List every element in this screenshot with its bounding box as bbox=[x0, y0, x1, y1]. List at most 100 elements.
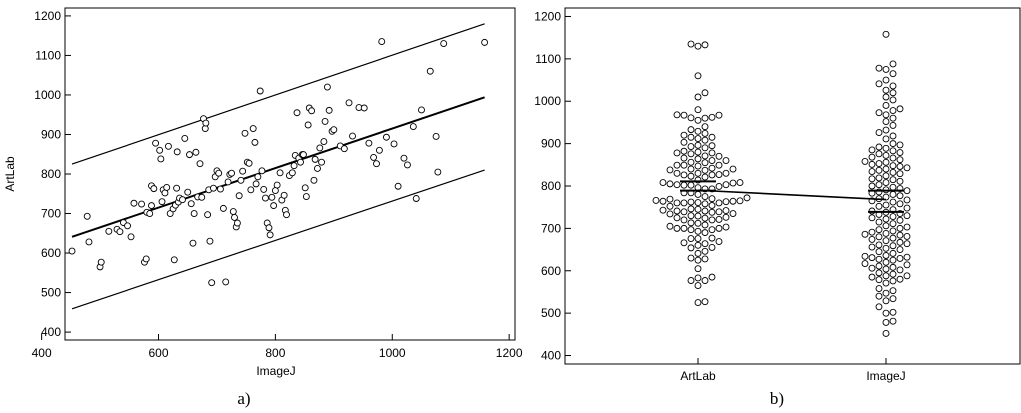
data-point bbox=[896, 216, 904, 224]
data-point bbox=[889, 242, 897, 250]
regression-line-fit bbox=[71, 96, 485, 238]
y-tick-label-b: 800 bbox=[541, 179, 561, 193]
data-point bbox=[889, 249, 897, 257]
data-point bbox=[105, 227, 113, 235]
data-point bbox=[156, 146, 164, 154]
data-point bbox=[868, 153, 876, 161]
data-point bbox=[673, 169, 681, 177]
data-point bbox=[694, 42, 702, 50]
data-point bbox=[666, 222, 674, 230]
data-point bbox=[882, 319, 890, 326]
data-point bbox=[708, 216, 716, 224]
data-point bbox=[97, 258, 105, 266]
data-point bbox=[340, 145, 348, 153]
data-point bbox=[164, 142, 172, 150]
data-point bbox=[875, 166, 883, 174]
data-point bbox=[875, 285, 883, 293]
data-point bbox=[256, 87, 264, 95]
data-point bbox=[680, 131, 688, 139]
data-point bbox=[889, 114, 897, 122]
data-point bbox=[680, 154, 688, 162]
data-point bbox=[708, 149, 716, 157]
panel-label-b: b) bbox=[770, 389, 784, 408]
data-point bbox=[215, 169, 223, 177]
data-point bbox=[882, 111, 890, 119]
data-point bbox=[673, 207, 681, 215]
data-point bbox=[127, 233, 135, 241]
data-point bbox=[680, 171, 688, 179]
data-point bbox=[715, 208, 723, 216]
data-point bbox=[868, 235, 876, 243]
data-point bbox=[345, 99, 353, 107]
data-point bbox=[882, 279, 890, 287]
data-point bbox=[239, 167, 247, 175]
data-point bbox=[896, 275, 904, 283]
data-point bbox=[889, 287, 897, 295]
data-point bbox=[701, 247, 709, 255]
data-point bbox=[903, 223, 911, 231]
data-point bbox=[245, 159, 253, 167]
data-point bbox=[903, 272, 911, 280]
data-point bbox=[409, 123, 417, 131]
data-point bbox=[694, 93, 702, 101]
data-point bbox=[297, 158, 304, 166]
data-point bbox=[701, 277, 709, 284]
data-point bbox=[673, 111, 681, 119]
data-point bbox=[694, 274, 702, 282]
data-point bbox=[258, 167, 266, 175]
data-point bbox=[310, 176, 318, 184]
data-point bbox=[434, 168, 442, 176]
data-point bbox=[260, 185, 268, 193]
data-point bbox=[266, 231, 274, 239]
data-point bbox=[694, 191, 702, 198]
data-point bbox=[882, 86, 890, 94]
data-point bbox=[715, 216, 723, 223]
y-tick-label-a: 400 bbox=[41, 325, 61, 339]
data-point bbox=[157, 155, 165, 163]
data-point bbox=[224, 178, 232, 186]
data-point bbox=[138, 200, 146, 208]
data-point bbox=[116, 228, 124, 236]
data-point bbox=[903, 187, 911, 195]
data-point bbox=[201, 125, 209, 132]
data-point bbox=[687, 172, 695, 180]
data-point bbox=[687, 254, 695, 262]
data-point bbox=[694, 249, 702, 257]
data-point bbox=[882, 244, 890, 252]
data-point bbox=[173, 184, 181, 192]
data-point bbox=[882, 172, 890, 180]
data-point bbox=[889, 140, 897, 148]
y-tick-label-a: 700 bbox=[41, 207, 61, 221]
data-point bbox=[320, 138, 328, 146]
lines-a bbox=[71, 23, 485, 310]
data-point bbox=[426, 67, 434, 75]
data-point bbox=[896, 177, 904, 185]
data-point bbox=[715, 199, 723, 207]
data-point bbox=[694, 162, 702, 170]
data-point bbox=[896, 105, 904, 113]
data-point bbox=[314, 165, 321, 172]
data-point bbox=[743, 194, 751, 202]
data-point bbox=[150, 185, 158, 193]
data-point bbox=[290, 162, 298, 170]
data-point bbox=[233, 219, 241, 227]
data-point bbox=[404, 161, 411, 169]
data-point bbox=[889, 162, 897, 170]
data-point bbox=[708, 234, 716, 242]
data-point bbox=[680, 208, 688, 216]
data-point bbox=[889, 277, 897, 285]
data-point bbox=[882, 158, 890, 166]
data-point bbox=[882, 152, 890, 159]
points-a bbox=[68, 38, 489, 287]
data-point bbox=[302, 193, 310, 200]
data-point bbox=[896, 231, 904, 239]
y-tick-label-a: 800 bbox=[41, 167, 61, 181]
data-point bbox=[687, 40, 695, 48]
data-point bbox=[231, 214, 238, 221]
data-point bbox=[882, 201, 890, 209]
data-point bbox=[882, 66, 890, 73]
data-point bbox=[896, 200, 904, 208]
data-point bbox=[875, 218, 883, 226]
data-point bbox=[875, 174, 883, 182]
data-point bbox=[304, 121, 312, 129]
